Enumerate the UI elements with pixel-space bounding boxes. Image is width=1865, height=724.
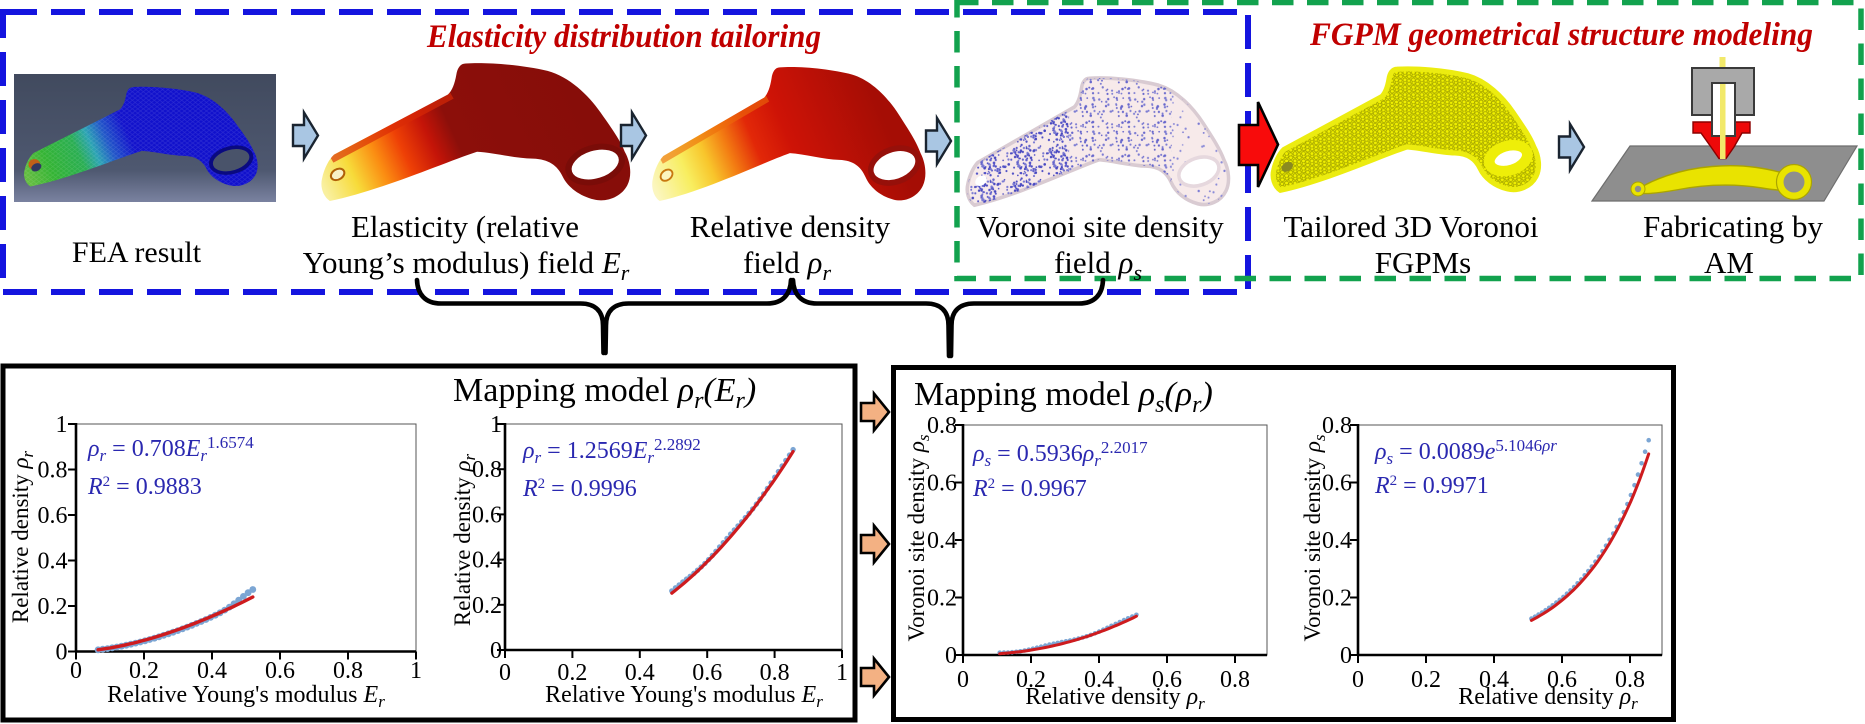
svg-text:0.2: 0.2	[557, 660, 587, 686]
svg-text:Elasticity distribution tailor: Elasticity distribution tailoring	[426, 19, 821, 55]
svg-text:AM: AM	[1704, 245, 1754, 280]
svg-text:R2 = 0.9967: R2 = 0.9967	[972, 476, 1087, 502]
svg-text:0: 0	[1352, 667, 1364, 693]
svg-text:Mapping model ρs​(ρr​): Mapping model ρs​(ρr​)	[914, 376, 1213, 418]
svg-text:0.8: 0.8	[760, 660, 790, 686]
svg-text:Fabricating by: Fabricating by	[1643, 209, 1823, 244]
svg-text:ρs = 0.0089e5.1046ρr: ρs = 0.0089e5.1046ρr	[1374, 436, 1557, 468]
svg-text:0.8: 0.8	[1615, 667, 1645, 693]
svg-text:0.6: 0.6	[1547, 667, 1577, 693]
svg-text:0.8: 0.8	[38, 458, 68, 484]
svg-text:field ρs​: field ρs​	[1054, 245, 1142, 285]
svg-text:FGPMs: FGPMs	[1375, 245, 1472, 280]
svg-text:Young’s modulus) field Er​: Young’s modulus) field Er​	[303, 245, 630, 285]
svg-text:Voronoi site density ρs​: Voronoi site density ρs​	[1300, 434, 1329, 641]
svg-text:0.4: 0.4	[38, 549, 68, 575]
svg-text:1: 1	[490, 412, 502, 438]
svg-text:0.2: 0.2	[1016, 667, 1046, 693]
svg-text:0.6: 0.6	[38, 503, 68, 529]
svg-text:0.6: 0.6	[927, 471, 957, 497]
svg-text:0.2: 0.2	[129, 658, 159, 684]
svg-text:Relative density ρr​: Relative density ρr​	[1458, 684, 1638, 713]
svg-text:Relative density ρr​: Relative density ρr​	[8, 451, 37, 624]
svg-text:0.6: 0.6	[1152, 667, 1182, 693]
svg-text:Elasticity (relative: Elasticity (relative	[351, 209, 579, 244]
svg-text:0.4: 0.4	[927, 528, 957, 554]
svg-text:FGPM geometrical structure mod: FGPM geometrical structure modeling	[1309, 17, 1813, 53]
svg-text:0.8: 0.8	[1322, 413, 1352, 439]
svg-text:0.6: 0.6	[692, 660, 722, 686]
svg-text:0.2: 0.2	[472, 593, 502, 619]
svg-text:Tailored 3D Voronoi: Tailored 3D Voronoi	[1284, 209, 1539, 244]
svg-text:0.4: 0.4	[625, 660, 655, 686]
svg-text:ρr = 1.2569Er2.2892: ρr = 1.2569Er2.2892	[522, 435, 701, 467]
svg-text:Relative density: Relative density	[690, 209, 891, 244]
svg-text:0.8: 0.8	[472, 457, 502, 483]
svg-text:Relative density ρr​: Relative density ρr​	[450, 454, 479, 627]
svg-text:1: 1	[836, 660, 848, 686]
svg-text:R2 = 0.9996: R2 = 0.9996	[522, 476, 637, 502]
svg-text:0: 0	[56, 640, 68, 666]
svg-text:0: 0	[490, 638, 502, 664]
svg-text:0.4: 0.4	[197, 658, 227, 684]
svg-text:0.2: 0.2	[1322, 586, 1352, 612]
svg-text:FEA result: FEA result	[72, 236, 202, 269]
svg-text:Relative density ρr​: Relative density ρr​	[1025, 684, 1205, 713]
svg-text:0.4: 0.4	[472, 548, 502, 574]
svg-text:Mapping model ρr​(Er​): Mapping model ρr​(Er​)	[453, 372, 756, 414]
svg-text:0: 0	[945, 643, 957, 669]
svg-text:0.2: 0.2	[1411, 667, 1441, 693]
svg-text:1: 1	[56, 412, 68, 438]
svg-text:0.2: 0.2	[38, 594, 68, 620]
svg-text:R2 = 0.9883: R2 = 0.9883	[87, 474, 202, 500]
svg-text:0.8: 0.8	[927, 413, 957, 439]
svg-text:0.4: 0.4	[1084, 667, 1114, 693]
svg-text:Relative Young's modulus Er​: Relative Young's modulus Er​	[107, 682, 385, 711]
svg-text:ρr = 0.708Er1.6574: ρr = 0.708Er1.6574	[87, 433, 254, 465]
svg-text:0: 0	[957, 667, 969, 693]
svg-text:0.2: 0.2	[927, 586, 957, 612]
svg-text:0.6: 0.6	[1322, 471, 1352, 497]
svg-text:R2 = 0.9971: R2 = 0.9971	[1374, 473, 1489, 499]
svg-text:0.6: 0.6	[265, 658, 295, 684]
svg-text:0.8: 0.8	[333, 658, 363, 684]
svg-text:1: 1	[410, 658, 422, 684]
svg-text:Relative Young's modulus Er​: Relative Young's modulus Er​	[545, 682, 823, 711]
svg-text:field ρr​: field ρr​	[743, 245, 831, 285]
svg-text:0: 0	[1340, 643, 1352, 669]
svg-text:0.4: 0.4	[1479, 667, 1509, 693]
svg-text:Voronoi site density: Voronoi site density	[976, 209, 1224, 244]
svg-text:Voronoi site density ρs​: Voronoi site density ρs​	[904, 434, 933, 641]
svg-text:0.4: 0.4	[1322, 528, 1352, 554]
svg-text:0: 0	[70, 658, 82, 684]
svg-text:0.6: 0.6	[472, 502, 502, 528]
svg-text:0.8: 0.8	[1220, 667, 1250, 693]
svg-text:ρs = 0.5936ρr2.2017: ρs = 0.5936ρr2.2017	[972, 438, 1148, 470]
svg-text:0: 0	[499, 660, 511, 686]
